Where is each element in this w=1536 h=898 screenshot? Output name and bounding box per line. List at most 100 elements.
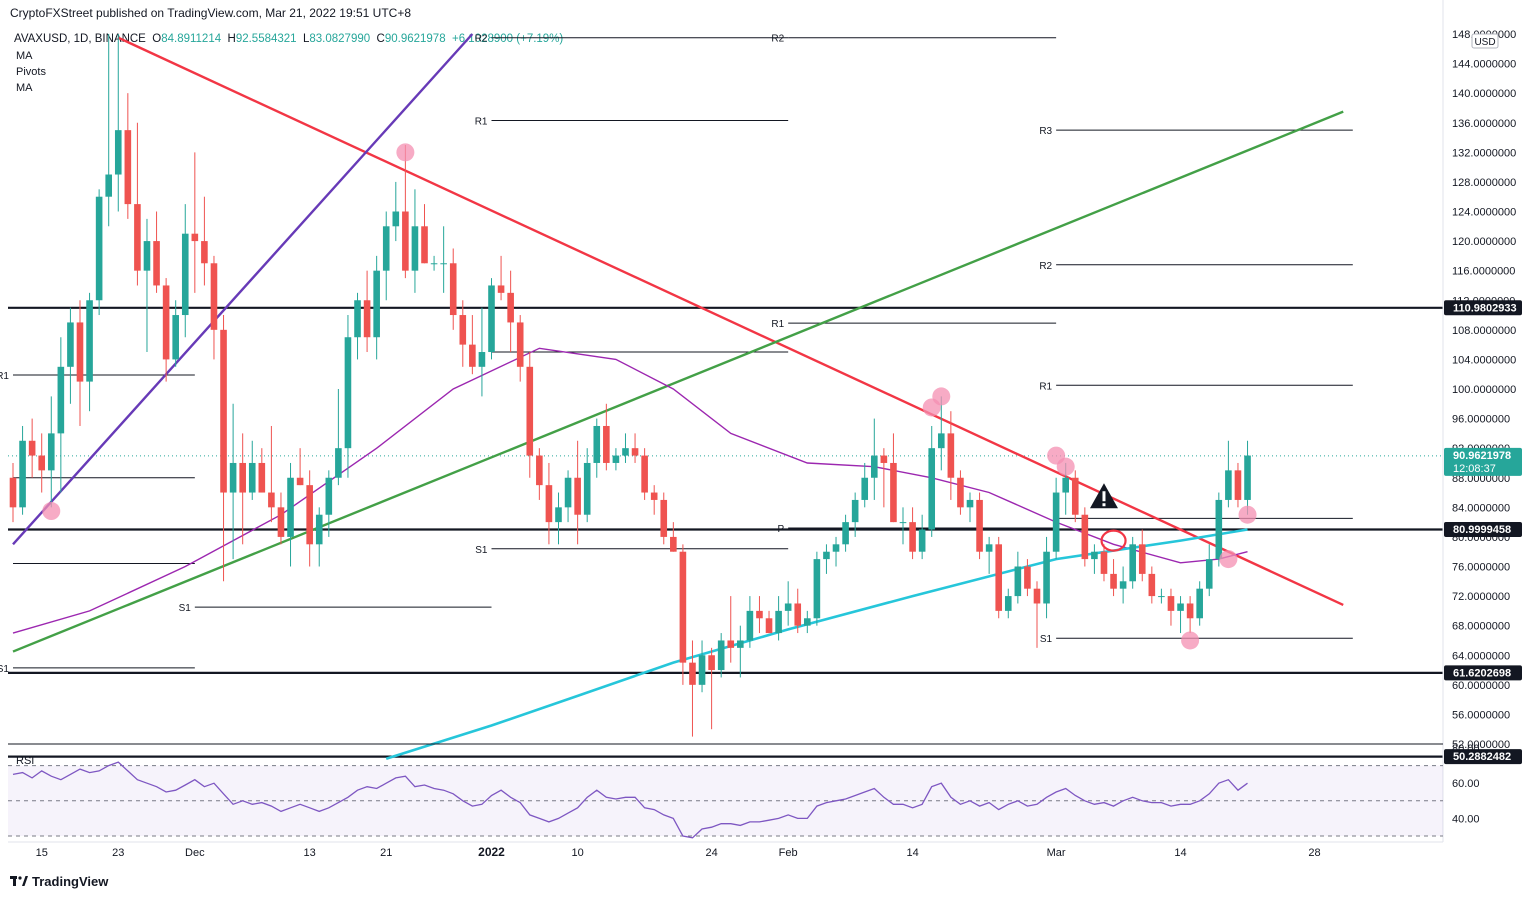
- candle-body: [191, 233, 199, 242]
- candle: [947, 411, 955, 500]
- candle: [899, 507, 907, 545]
- candle: [315, 507, 323, 567]
- price-tick-label: 124.0000000: [1452, 207, 1516, 219]
- candle: [344, 315, 352, 478]
- candle: [842, 514, 849, 552]
- candle: [507, 270, 514, 353]
- candle-body: [325, 477, 333, 515]
- time-axis: 15 23 Dec 13 21 2022 10 24 Feb 14 Mar 14 28: [36, 845, 1321, 859]
- candle: [564, 470, 572, 523]
- price-label-text: 80.9999458: [1453, 524, 1511, 536]
- price-label-box: [1444, 447, 1522, 476]
- rsi-tick-label: 80.00: [1452, 743, 1480, 755]
- candle: [995, 536, 1003, 619]
- pivot-label: S1: [475, 545, 488, 556]
- candle-body: [1119, 581, 1127, 589]
- touch-marker: [396, 143, 415, 162]
- candle-body: [239, 462, 246, 493]
- price-tick-label: 120.0000000: [1452, 236, 1516, 248]
- candle: [832, 536, 840, 567]
- candle-body: [698, 655, 706, 685]
- candle-body: [354, 300, 361, 338]
- candle: [181, 204, 189, 338]
- candle: [804, 610, 811, 634]
- candle-body: [9, 477, 17, 508]
- candle-body: [1234, 470, 1242, 500]
- candle-body: [641, 455, 648, 493]
- tradingview-logo-icon: [10, 876, 28, 886]
- trendline: [117, 36, 1344, 607]
- candle: [631, 433, 639, 463]
- candle: [650, 485, 658, 515]
- candle: [765, 610, 773, 634]
- candle: [641, 448, 648, 500]
- candle: [258, 448, 266, 493]
- candle: [545, 462, 553, 545]
- candle-body: [536, 455, 543, 486]
- candle: [47, 396, 55, 508]
- candle-body: [430, 263, 438, 265]
- price-tick-label: 128.0000000: [1452, 177, 1516, 189]
- candle-body: [737, 640, 744, 648]
- candle-body: [258, 462, 266, 493]
- candle-body: [38, 455, 46, 471]
- indicator-pivots[interactable]: Pivots: [16, 66, 46, 78]
- candle: [210, 255, 218, 360]
- candle-body: [1158, 596, 1165, 598]
- tradingview-brand[interactable]: TradingView: [10, 874, 108, 889]
- candle-body: [727, 640, 735, 648]
- touch-markers: [42, 143, 1257, 650]
- price-tick-label: 116.0000000: [1452, 266, 1515, 278]
- candle: [497, 255, 505, 301]
- candle-body: [985, 544, 993, 552]
- candle-body: [373, 270, 380, 338]
- candle: [1205, 544, 1213, 597]
- rsi-tick-label: 40.00: [1452, 813, 1480, 825]
- candle-body: [392, 211, 400, 227]
- candle-body: [890, 462, 897, 523]
- candle: [708, 647, 715, 730]
- indicator-ma-2[interactable]: MA: [16, 82, 33, 94]
- candle: [880, 448, 888, 508]
- candle: [421, 204, 428, 264]
- candle: [86, 292, 93, 412]
- candle: [1225, 440, 1232, 508]
- candle-body: [1100, 551, 1108, 574]
- candle-body: [1033, 588, 1041, 604]
- indicator-ma-1[interactable]: MA: [16, 50, 33, 62]
- candle-body: [966, 499, 974, 508]
- brand-label: TradingView: [32, 874, 109, 889]
- candle: [143, 218, 151, 353]
- candle-body: [516, 322, 524, 367]
- price-label-box: [1444, 300, 1522, 316]
- candle-body: [1052, 492, 1060, 552]
- touch-marker: [1181, 631, 1200, 650]
- price-label-box: [1444, 749, 1522, 765]
- candle: [775, 596, 782, 641]
- close-label: C: [376, 33, 385, 45]
- candle-body: [804, 618, 811, 626]
- candle: [516, 315, 524, 382]
- candle: [976, 492, 983, 560]
- candle-body: [402, 211, 409, 271]
- candle-body: [784, 603, 792, 611]
- candle-body: [1062, 477, 1069, 493]
- candle: [76, 300, 84, 426]
- candle: [162, 278, 170, 382]
- candle: [239, 433, 246, 545]
- candle: [670, 522, 677, 552]
- candle: [478, 307, 486, 397]
- open-label: O: [152, 33, 162, 45]
- candle: [603, 403, 610, 471]
- candle-body: [526, 366, 534, 456]
- candle-body: [469, 344, 476, 367]
- pivot-label: R3: [1039, 126, 1052, 137]
- candle: [813, 551, 821, 626]
- symbol-name[interactable]: AVAXUSD, 1D, BINANCE: [14, 33, 146, 45]
- candle: [526, 352, 534, 478]
- candle-body: [756, 610, 763, 619]
- price-tick-label: 144.0000000: [1452, 59, 1516, 71]
- candle-body: [47, 433, 55, 471]
- candle: [67, 307, 74, 404]
